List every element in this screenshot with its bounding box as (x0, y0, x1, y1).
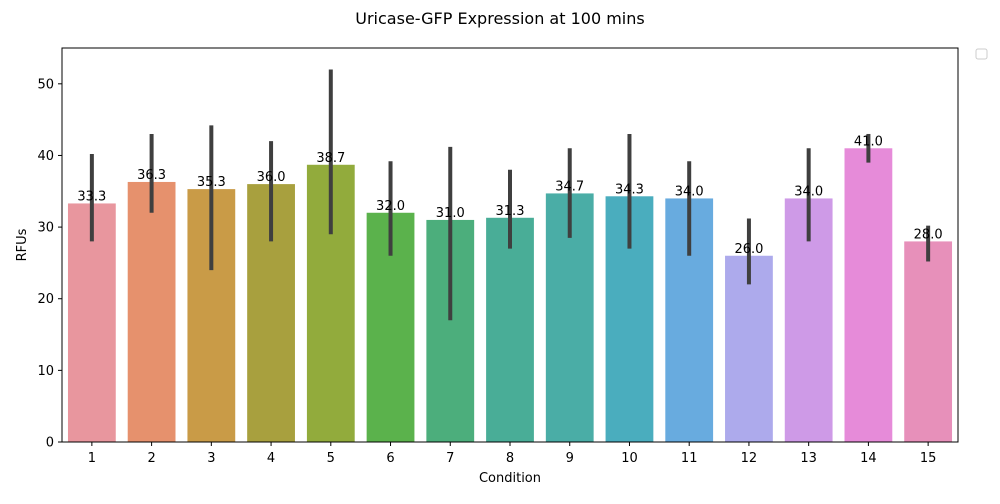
bar-condition-12 (725, 255, 773, 442)
bar-condition-1 (67, 203, 116, 442)
x-tick-label-7: 7 (446, 451, 454, 466)
x-tick-label-14: 14 (860, 451, 877, 466)
x-tick-label-6: 6 (386, 451, 394, 466)
x-tick-label-12: 12 (741, 451, 758, 466)
x-tick-label-15: 15 (920, 451, 937, 466)
bar-condition-8 (486, 217, 534, 442)
y-tick-label-10: 10 (37, 364, 54, 379)
data-label-condition-14: 41.0 (854, 134, 883, 149)
x-tick-label-5: 5 (327, 451, 335, 466)
x-tick-label-1: 1 (88, 451, 96, 466)
y-tick-label-40: 40 (37, 149, 54, 164)
bar-condition-2 (127, 181, 176, 442)
y-tick-label-30: 30 (37, 221, 54, 236)
data-labels-layer: 33.3 36.3 35.3 36.0 38.7 32.0 31.0 31.3 34.7 34.3… (77, 134, 942, 256)
x-tick-label-2: 2 (147, 451, 155, 466)
x-tick-label-10: 10 (621, 451, 638, 466)
data-label-condition-9: 34.7 (555, 179, 584, 194)
data-label-condition-7: 31.0 (436, 206, 465, 221)
data-label-condition-1: 33.3 (77, 189, 106, 204)
data-label-condition-13: 34.0 (794, 184, 823, 199)
data-label-condition-5: 38.7 (316, 151, 345, 166)
x-tick-label-3: 3 (207, 451, 215, 466)
data-label-condition-6: 32.0 (376, 199, 405, 214)
data-label-condition-2: 36.3 (137, 168, 166, 183)
data-label-condition-4: 36.0 (257, 170, 286, 185)
chart-title: Uricase-GFP Expression at 100 mins (355, 9, 644, 28)
bar-condition-15 (904, 241, 953, 442)
x-tick-label-4: 4 (267, 451, 275, 466)
data-label-condition-12: 26.0 (734, 242, 763, 257)
bar-condition-14 (844, 148, 893, 443)
x-tick-label-13: 13 (800, 451, 817, 466)
error-bars-layer (89, 69, 931, 321)
data-label-condition-3: 35.3 (197, 175, 226, 190)
x-tick-label-11: 11 (681, 451, 698, 466)
data-label-condition-15: 28.0 (914, 227, 943, 242)
x-tick-label-9: 9 (566, 451, 574, 466)
y-tick-label-0: 0 (46, 436, 54, 451)
y-tick-label-20: 20 (37, 292, 54, 307)
data-label-condition-10: 34.3 (615, 182, 644, 197)
plot-frame (61, 47, 959, 443)
bars-layer (67, 148, 953, 443)
data-label-condition-8: 31.3 (496, 204, 525, 219)
x-tick-label-8: 8 (506, 451, 514, 466)
y-axis-label: RFUs (15, 228, 30, 261)
y-tick-label-50: 50 (37, 77, 54, 92)
x-axis-label: Condition (479, 471, 541, 486)
data-label-condition-11: 34.0 (675, 184, 704, 199)
legend-box (975, 48, 988, 60)
